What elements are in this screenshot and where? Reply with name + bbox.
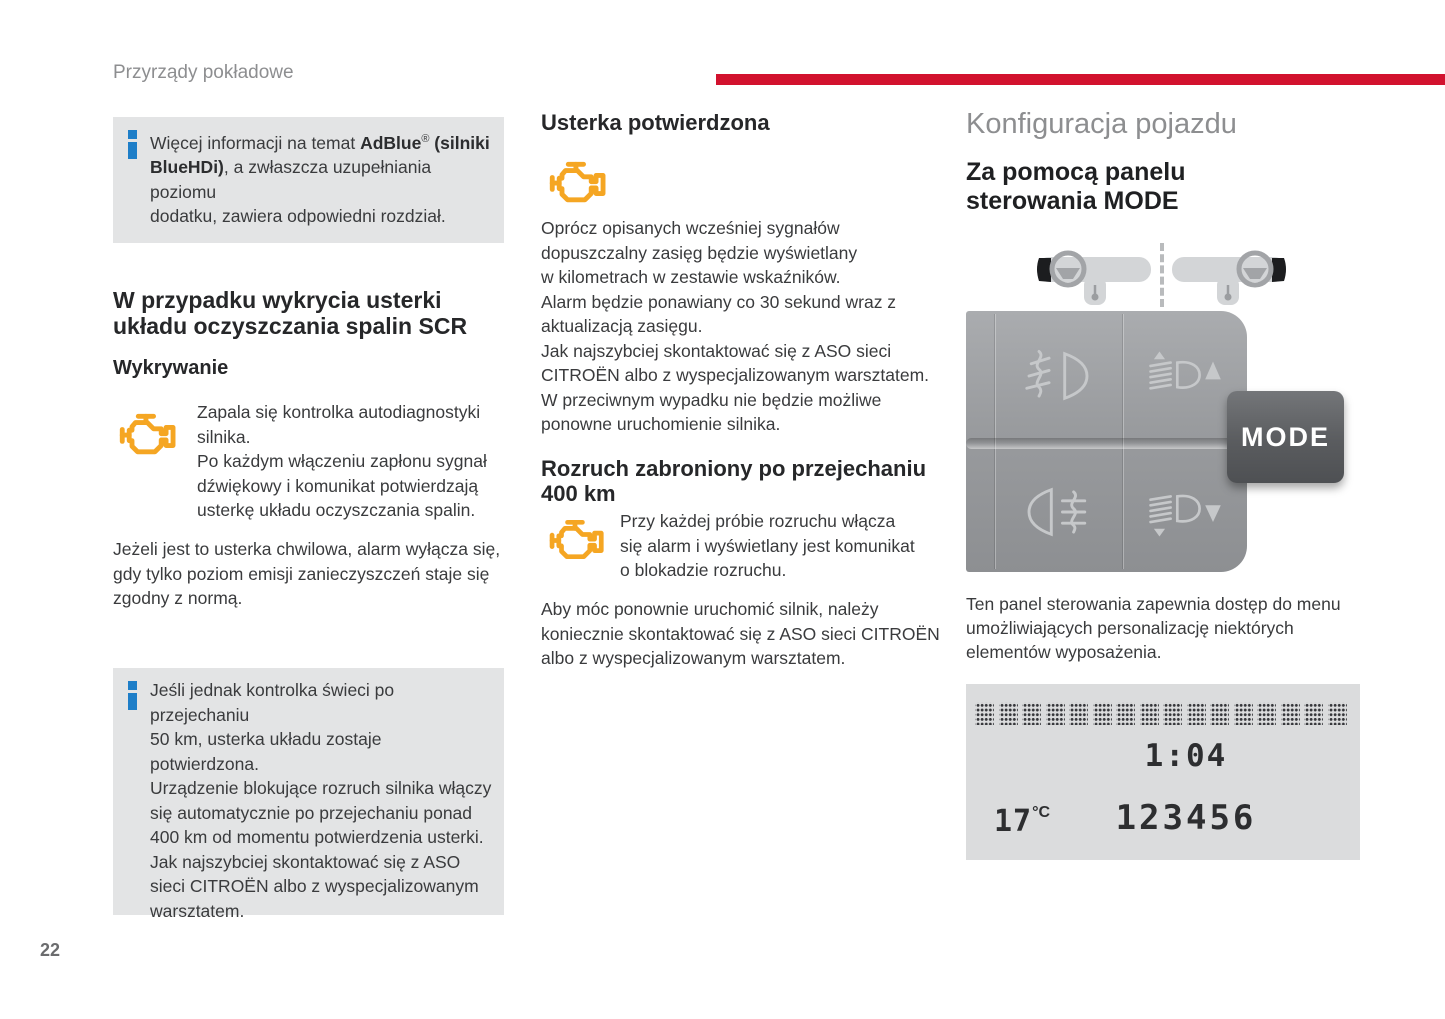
temporary-fault-paragraph: Jeżeli jest to usterka chwilowa, alarm w… — [113, 539, 501, 608]
dot-matrix-row — [975, 702, 1347, 725]
check-engine-icon — [546, 158, 610, 204]
mode-control-panel-illustration — [966, 311, 1247, 572]
heading-mode-panel: Za pomocą panelu sterowania MODE — [966, 158, 1186, 215]
instrument-display-illustration: 1:04 17°C 123456 — [966, 684, 1360, 860]
info-box-adblue-text: Więcej informacji na temat AdBlue® (siln… — [150, 127, 495, 229]
registered-mark: ® — [421, 133, 430, 145]
info-box-adblue: Więcej informacji na temat AdBlue® (siln… — [113, 117, 504, 243]
panel-divider — [1123, 314, 1124, 569]
info-box-confirmed-text: Jeśli jednak kontrolka świeci po przejec… — [150, 680, 492, 921]
check-engine-icon — [116, 410, 180, 456]
info-text-bold: AdBlue — [360, 132, 422, 153]
headlamp-leveling-down-icon — [1138, 483, 1230, 541]
panel-divider — [995, 314, 996, 569]
left-hand-drive-dashboard-icon — [1033, 249, 1155, 309]
info-box-confirmed-fault: Jeśli jednak kontrolka świeci po przejec… — [113, 668, 504, 921]
start-prevented-note: Przy każdej próbie rozruchu włącza się a… — [620, 511, 915, 580]
rear-fog-light-icon — [1012, 483, 1104, 541]
mode-button-illustration: MODE — [1227, 391, 1344, 483]
page-title-configuration: Konfiguracja pojazdu — [966, 108, 1237, 140]
detection-note: Zapala się kontrolka autodiagnostyki sil… — [197, 402, 487, 520]
check-engine-icon — [546, 516, 608, 561]
panel-groove — [966, 438, 1241, 449]
headlamp-leveling-up-icon — [1138, 347, 1230, 405]
display-odometer: 123456 — [1115, 798, 1257, 838]
info-text-segment: , a zwłaszcza uzupełniania poziomu dodat… — [150, 157, 446, 227]
panel-description-paragraph: Ten panel sterowania zapewnia dostęp do … — [966, 594, 1341, 662]
info-icon — [128, 681, 137, 710]
front-fog-light-icon — [1012, 347, 1104, 405]
info-icon — [128, 130, 137, 159]
heading-fault-confirmed: Usterka potwierdzona — [541, 110, 770, 135]
display-temperature: 17°C — [994, 804, 1050, 839]
heading-scr-fault: W przypadku wykrycia usterki układu oczy… — [113, 287, 468, 339]
right-hand-drive-dashboard-icon — [1168, 249, 1290, 309]
temperature-unit: °C — [1032, 804, 1051, 821]
dashed-divider — [1160, 243, 1164, 307]
heading-start-prevented: Rozruch zabroniony po przejechaniu 400 k… — [541, 456, 927, 506]
info-text-bold: (silniki BlueHDi) — [150, 132, 490, 178]
fault-confirmed-paragraph: Oprócz opisanych wcześniej sygnałów dopu… — [541, 218, 930, 434]
breadcrumb-section-title: Przyrządy pokładowe — [113, 62, 294, 83]
display-clock: 1:04 — [1144, 738, 1228, 774]
restart-paragraph: Aby móc ponownie uruchomić silnik, należ… — [541, 599, 940, 668]
info-text-segment: Więcej informacji na temat — [150, 132, 361, 153]
page-number: 22 — [40, 940, 61, 960]
subheading-detection: Wykrywanie — [113, 357, 229, 379]
accent-red-bar — [716, 74, 1445, 85]
temperature-value: 17 — [994, 804, 1033, 839]
